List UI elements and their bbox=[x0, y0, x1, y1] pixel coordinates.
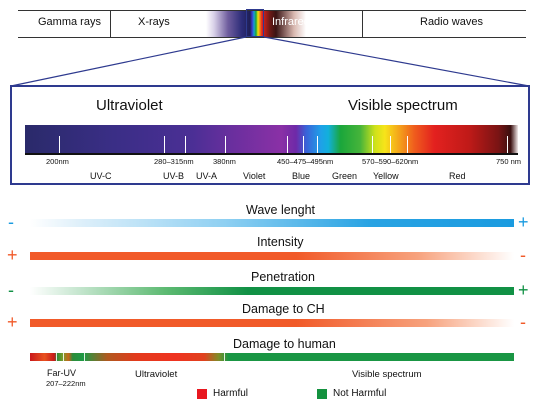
far-uv-label: Far-UV bbox=[47, 368, 76, 378]
wave-length-title: Wave lenght bbox=[246, 203, 316, 217]
human-bar-tick bbox=[224, 353, 225, 361]
damage-to-human-bar bbox=[30, 353, 514, 361]
wavelength-tick bbox=[317, 136, 318, 156]
ultraviolet-region-label: Ultraviolet bbox=[135, 369, 178, 380]
damage-to-human-title: Damage to human bbox=[233, 337, 336, 351]
wavelength-tick bbox=[372, 136, 373, 156]
wavelength-tick bbox=[507, 136, 508, 156]
human-bar-tick bbox=[63, 353, 64, 361]
damage-to-ch-title: Damage to CH bbox=[242, 302, 325, 316]
damage-to-ch-plus-sign: + bbox=[7, 312, 18, 332]
band-label-uv-a: UV-A bbox=[196, 171, 218, 181]
band-label-violet: Violet bbox=[243, 171, 266, 181]
wave-length-plus-sign: + bbox=[518, 212, 529, 232]
band-label-yellow: Yellow bbox=[373, 171, 399, 181]
wavelength-label-750: 750 nm bbox=[496, 157, 522, 166]
damage-to-ch-minus-sign: - bbox=[520, 312, 526, 332]
wavelength-tick bbox=[390, 136, 391, 156]
penetration-bar bbox=[30, 287, 514, 295]
ultraviolet-title: Ultraviolet bbox=[96, 97, 163, 114]
wavelength-label-200: 200nm bbox=[46, 157, 69, 166]
wavelength-label-570-620: 570–590–620nm bbox=[362, 157, 419, 166]
visible-spectrum-title: Visible spectrum bbox=[348, 97, 458, 114]
top-spectrum-gradient bbox=[206, 11, 306, 37]
spectrum-axis bbox=[25, 153, 518, 155]
electromagnetic-spectrum-bar: Gamma rays X-rays Infrared Radio waves bbox=[18, 9, 526, 38]
segment-divider bbox=[110, 11, 111, 37]
intensity-plus-sign: + bbox=[7, 245, 18, 265]
wavelength-label-380: 380nm bbox=[213, 157, 236, 166]
damage-to-ch-bar bbox=[30, 319, 514, 327]
harmful-label: Harmful bbox=[213, 388, 249, 399]
segment-x-rays: X-rays bbox=[138, 16, 170, 28]
zoom-highlight-box bbox=[246, 9, 264, 37]
wavelength-tick bbox=[225, 136, 226, 156]
human-bar-tick bbox=[84, 353, 85, 361]
band-label-blue: Blue bbox=[292, 171, 311, 181]
wave-length-bar bbox=[30, 219, 514, 227]
human-bar-tick bbox=[56, 353, 57, 361]
band-label-uv-b: UV-B bbox=[163, 171, 185, 181]
wavelength-tick bbox=[164, 136, 165, 156]
wave-length-minus-sign: - bbox=[8, 212, 14, 232]
wavelength-tick bbox=[185, 136, 186, 156]
detailed-spectrum-gradient bbox=[25, 125, 518, 153]
zoom-lines bbox=[10, 36, 530, 87]
segment-divider bbox=[362, 11, 363, 37]
not-harmful-label: Not Harmful bbox=[333, 388, 387, 399]
far-uv-range-label: 207–222nm bbox=[46, 379, 86, 388]
segment-gamma-rays: Gamma rays bbox=[38, 16, 101, 28]
penetration-minus-sign: - bbox=[8, 280, 14, 300]
band-label-uv-c: UV-C bbox=[90, 171, 112, 181]
wavelength-tick bbox=[303, 136, 304, 156]
wavelength-tick bbox=[407, 136, 408, 156]
segment-radio-waves: Radio waves bbox=[420, 16, 483, 28]
wavelength-label-280-315: 280–315nm bbox=[154, 157, 194, 166]
band-label-red: Red bbox=[449, 171, 466, 181]
segment-infrared: Infrared bbox=[272, 16, 310, 28]
spectrum-detail-box: Ultraviolet Visible spectrum 200nm 280–3… bbox=[10, 85, 530, 185]
harmful-swatch bbox=[197, 389, 207, 399]
wavelength-tick bbox=[287, 136, 288, 156]
penetration-plus-sign: + bbox=[518, 280, 529, 300]
intensity-minus-sign: - bbox=[520, 245, 526, 265]
visible-spectrum-region-label: Visible spectrum bbox=[352, 369, 422, 380]
wavelength-label-450-495: 450–475–495nm bbox=[277, 157, 334, 166]
wavelength-tick bbox=[59, 136, 60, 156]
intensity-title: Intensity bbox=[257, 235, 304, 249]
intensity-bar bbox=[30, 252, 514, 260]
penetration-title: Penetration bbox=[251, 270, 315, 284]
band-label-green: Green bbox=[332, 171, 358, 181]
not-harmful-swatch bbox=[317, 389, 327, 399]
